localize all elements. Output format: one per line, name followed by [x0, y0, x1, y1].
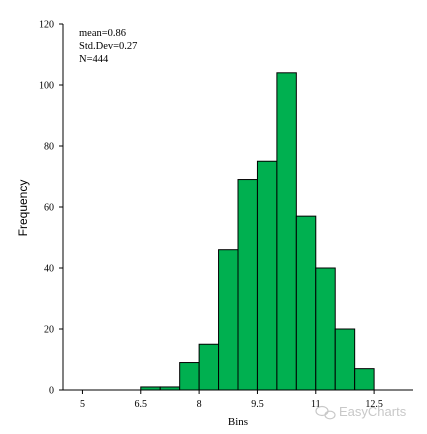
x-tick-label: 9.5: [251, 399, 264, 410]
histogram-bar: [334, 328, 356, 391]
x-tick-label: 6.5: [135, 399, 148, 410]
stat-mean: mean=0.86: [79, 28, 126, 39]
x-tick-label: 8: [197, 399, 202, 410]
y-axis-title: Frequency: [16, 180, 30, 237]
y-tick-label: 80: [44, 142, 54, 153]
x-tick-label: 11: [311, 399, 321, 410]
histogram-bar: [237, 179, 258, 391]
stat-n: N=444: [79, 54, 109, 65]
histogram-bar: [315, 267, 336, 391]
histogram-bar: [295, 215, 317, 391]
histogram-bar: [256, 160, 278, 391]
x-tick-label: 12.5: [365, 399, 383, 410]
y-tick-label: 120: [39, 20, 54, 31]
stat-std-dev: Std.Dev=0.27: [79, 41, 137, 52]
y-tick-label: 20: [44, 325, 54, 336]
y-tick-label: 40: [44, 264, 54, 275]
y-axis-ticks: 0 20 40 60 80 100 120: [39, 20, 63, 397]
histogram-bar: [218, 249, 239, 391]
watermark: EasyCharts: [315, 404, 407, 420]
y-tick-label: 60: [44, 203, 54, 214]
x-axis-ticks: 5 6.5 8 9.5 11 12.5: [80, 390, 383, 410]
y-tick-label: 100: [39, 81, 54, 92]
watermark-text: EasyCharts: [339, 404, 407, 419]
histogram-bar: [179, 362, 200, 391]
histogram-bar: [354, 368, 375, 391]
histogram-bar: [276, 72, 297, 391]
bars-group: [140, 72, 375, 391]
easycharts-logo-icon: [315, 405, 336, 420]
y-tick-label: 0: [49, 386, 54, 397]
histogram-bar: [198, 343, 220, 391]
x-axis-title: Bins: [228, 416, 248, 428]
x-tick-label: 5: [80, 399, 85, 410]
